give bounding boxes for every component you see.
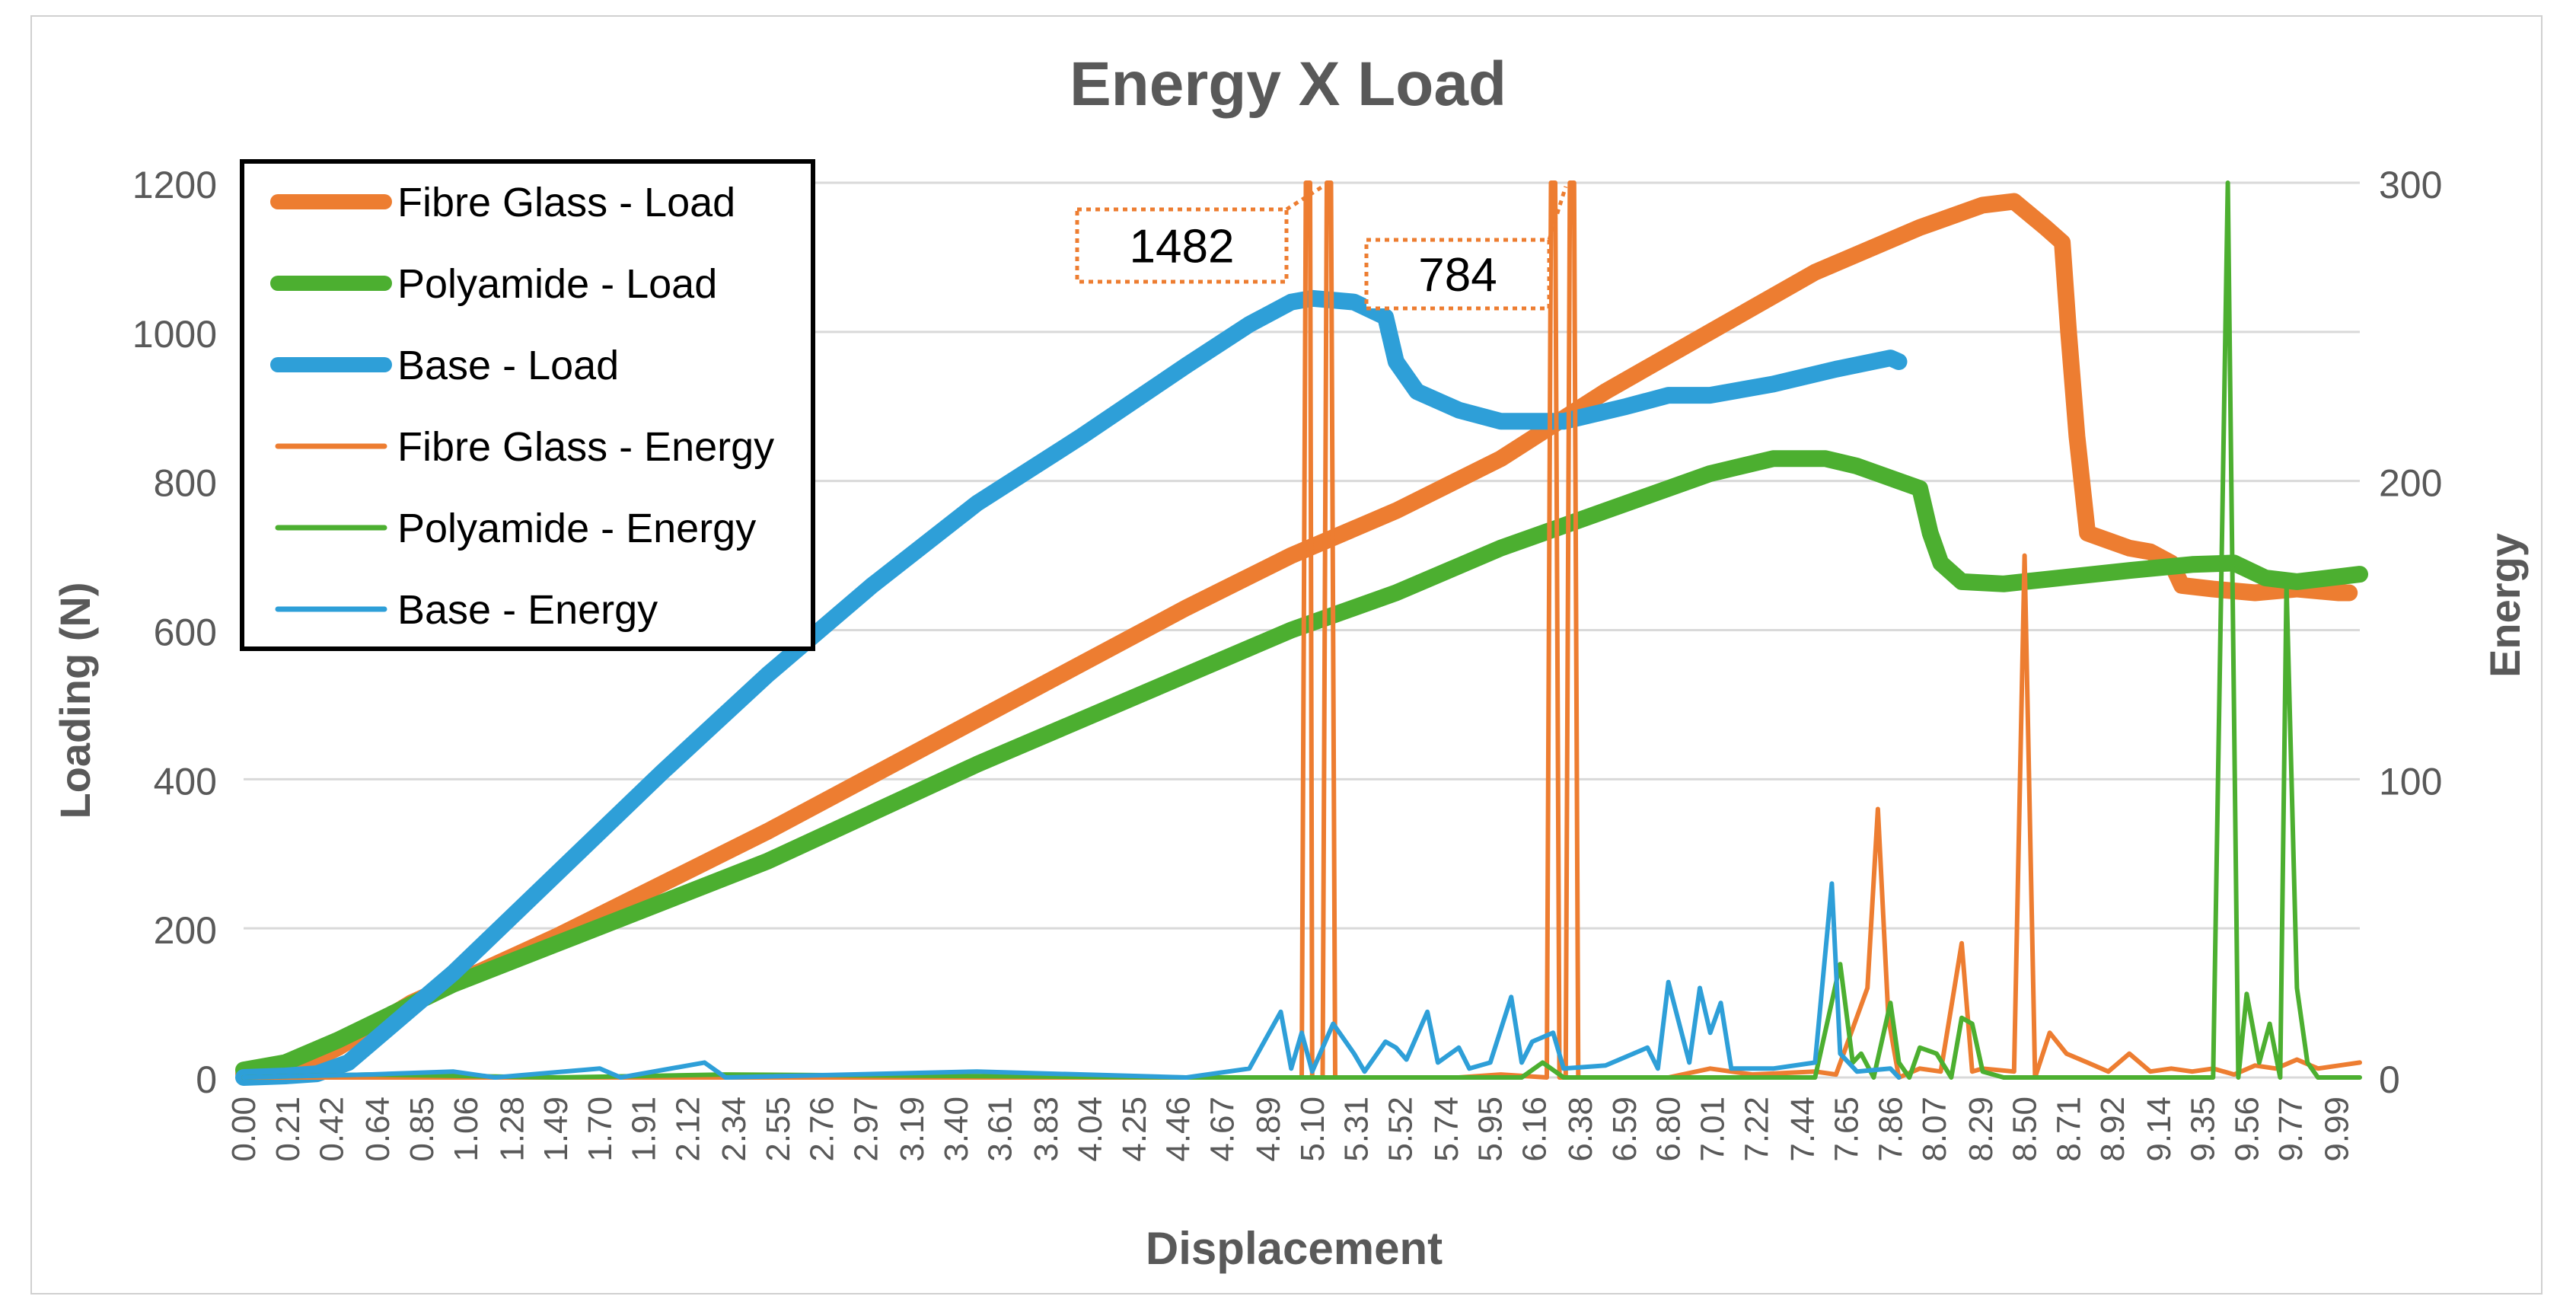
series-layer	[235, 180, 2368, 1086]
x-tick-label: 3.61	[982, 1097, 1019, 1162]
x-tick-label: 3.40	[938, 1097, 975, 1162]
legend-label: Fibre Glass - Load	[397, 180, 735, 225]
x-tick-label: 1.06	[448, 1097, 485, 1162]
x-tick-label: 7.22	[1738, 1097, 1775, 1162]
x-tick-label: 1.28	[493, 1097, 531, 1162]
x-tick-label: 5.52	[1382, 1097, 1419, 1162]
x-tick-label: 7.86	[1872, 1097, 1909, 1162]
x-tick-label: 4.67	[1204, 1097, 1241, 1162]
annotation-leader	[1547, 186, 1568, 241]
annotation-leader	[1285, 184, 1324, 212]
legend-label: Polyamide - Energy	[397, 506, 756, 551]
x-tick-label: 5.74	[1428, 1097, 1465, 1162]
y2-tick-label: 0	[2379, 1058, 2400, 1101]
y-tick-label: 1000	[132, 313, 217, 356]
chart-title: Energy X Load	[1070, 49, 1506, 119]
y-tick-label: 200	[154, 909, 217, 952]
x-tick-label: 8.50	[2007, 1097, 2044, 1162]
legend-box	[240, 159, 815, 651]
annotation-box	[1364, 238, 1551, 311]
x-tick-label: 8.07	[1916, 1097, 1953, 1162]
x-tick-label: 3.83	[1028, 1097, 1065, 1162]
x-tick-label: 1.70	[582, 1097, 619, 1162]
legend-label: Polyamide - Load	[397, 261, 717, 307]
x-tick-labels: 0.00 0.21 0.42 0.64 0.85 1.06 1.28 1.49 1.70 1.91…	[225, 1097, 2356, 1162]
x-tick-label: 2.55	[760, 1097, 797, 1162]
x-tick-label: 1.91	[626, 1097, 663, 1162]
annotation-layer: 1482 784	[1075, 184, 1568, 311]
legend-label: Fibre Glass - Energy	[397, 424, 774, 470]
annotation-callout: 784	[1364, 186, 1568, 311]
x-tick-label: 5.31	[1338, 1097, 1376, 1162]
y2-tick-labels: 0 100 200 300	[2379, 164, 2442, 1101]
x-tick-label: 0.42	[314, 1097, 351, 1162]
x-tick-label: 2.12	[670, 1097, 707, 1162]
x-tick-label: 5.95	[1472, 1097, 1510, 1162]
legend-label: Base - Energy	[397, 587, 658, 633]
series-fibre-glass-energy	[241, 180, 2362, 1080]
annotation-label: 1482	[1130, 221, 1235, 273]
y-tick-label: 0	[196, 1058, 217, 1101]
x-tick-label: 7.65	[1828, 1097, 1866, 1162]
y-axis-label: Loading (N)	[51, 582, 99, 819]
y2-axis-label: Energy	[2481, 533, 2529, 678]
x-tick-label: 4.04	[1072, 1097, 1109, 1162]
x-tick-label: 6.80	[1650, 1097, 1688, 1162]
x-tick-label: 8.29	[1962, 1097, 2000, 1162]
x-tick-label: 6.59	[1606, 1097, 1643, 1162]
x-tick-label: 4.25	[1116, 1097, 1153, 1162]
x-tick-label: 2.97	[847, 1097, 885, 1162]
x-tick-label: 6.16	[1516, 1097, 1554, 1162]
series-base-energy	[241, 881, 1902, 1080]
y2-tick-label: 300	[2379, 164, 2442, 206]
x-tick-label: 0.85	[403, 1097, 441, 1162]
annotation-box	[1075, 207, 1289, 284]
series-polyamide-load	[235, 450, 2368, 1079]
x-tick-label: 5.10	[1294, 1097, 1331, 1162]
y-tick-label: 1200	[132, 164, 217, 206]
x-tick-label: 0.21	[269, 1097, 307, 1162]
x-tick-label: 4.89	[1250, 1097, 1287, 1162]
x-tick-label: 6.38	[1562, 1097, 1599, 1162]
x-tick-label: 7.44	[1784, 1097, 1822, 1162]
y2-tick-label: 100	[2379, 760, 2442, 803]
y-tick-labels: 0 200 400 600 800 1000 1200	[132, 164, 217, 1101]
x-axis-label: Displacement	[1146, 1223, 1443, 1274]
x-tick-label: 9.77	[2272, 1097, 2310, 1162]
x-tick-label: 0.00	[225, 1097, 263, 1162]
x-tick-label: 1.49	[537, 1097, 575, 1162]
x-tick-label: 3.19	[894, 1097, 931, 1162]
x-tick-label: 8.71	[2050, 1097, 2087, 1162]
y2-tick-label: 200	[2379, 462, 2442, 505]
series-polyamide-energy	[241, 180, 2362, 1080]
x-tick-label: 9.99	[2319, 1097, 2356, 1162]
series-fibre-glass-load	[235, 193, 2358, 1083]
x-tick-label: 4.46	[1160, 1097, 1197, 1162]
y-tick-label: 600	[154, 611, 217, 654]
x-tick-label: 2.34	[716, 1097, 753, 1162]
x-tick-label: 9.35	[2185, 1097, 2222, 1162]
x-tick-label: 9.14	[2141, 1097, 2178, 1162]
x-tick-label: 0.64	[359, 1097, 397, 1162]
annotation-label: 784	[1418, 249, 1497, 302]
legend: Fibre Glass - Load Polyamide - Load Base -…	[240, 159, 815, 651]
y-tick-label: 800	[154, 462, 217, 505]
x-tick-label: 7.01	[1694, 1097, 1731, 1162]
y-tick-label: 400	[154, 760, 217, 803]
x-tick-label: 2.76	[804, 1097, 841, 1162]
annotation-callout: 1482	[1075, 184, 1324, 284]
legend-label: Base - Load	[397, 343, 619, 388]
x-tick-label: 8.92	[2094, 1097, 2131, 1162]
x-tick-label: 9.56	[2228, 1097, 2265, 1162]
